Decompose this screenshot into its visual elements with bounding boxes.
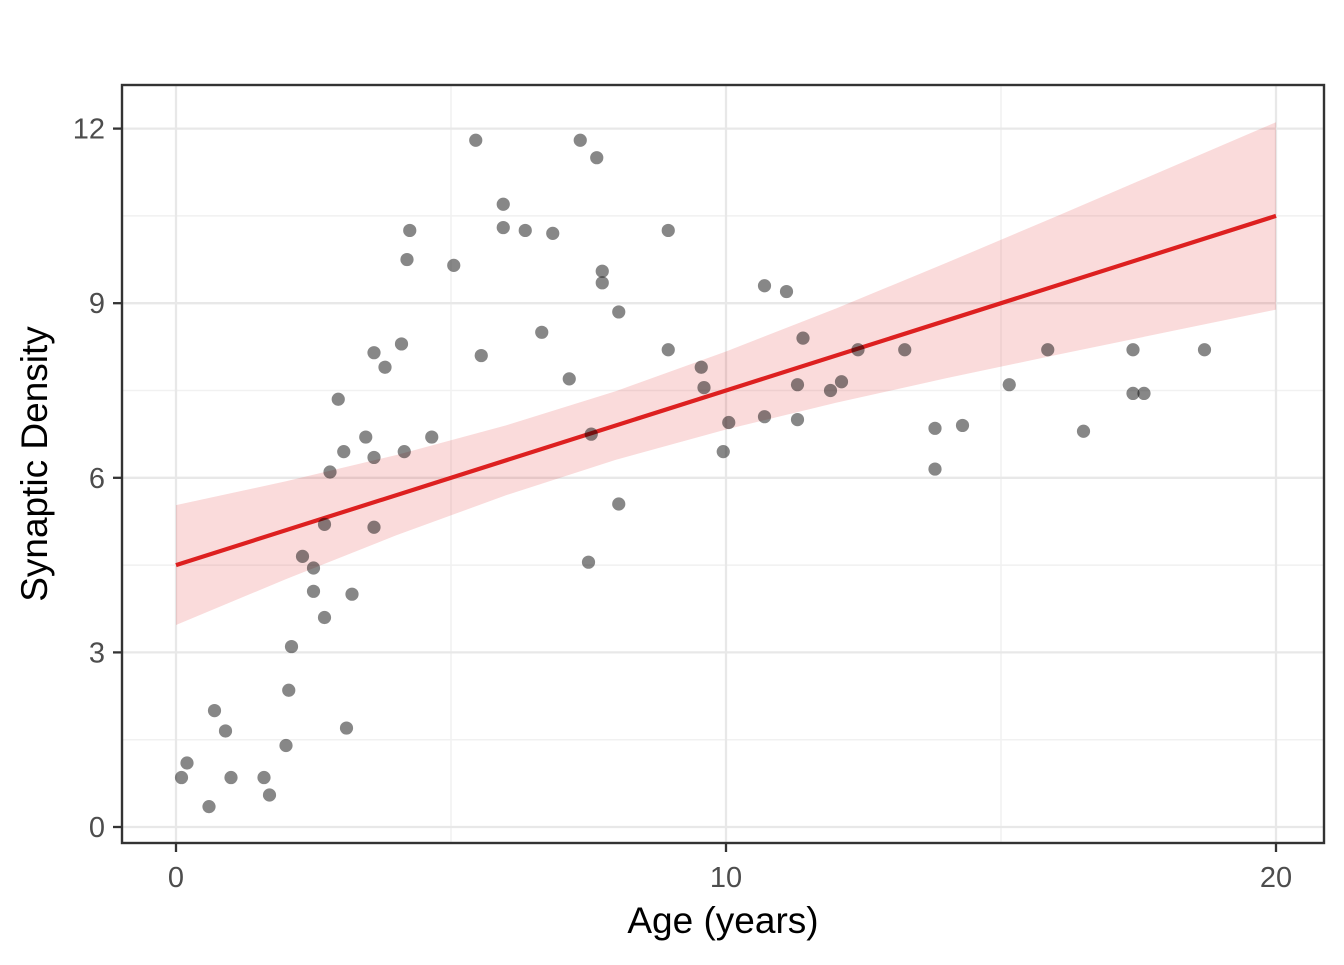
x-tick-label: 0	[168, 862, 184, 894]
y-tick-label: 0	[89, 812, 105, 844]
data-point	[1002, 378, 1016, 392]
data-point	[317, 610, 332, 625]
data-point	[295, 549, 310, 563]
data-point	[535, 325, 549, 339]
data-point	[581, 555, 596, 569]
data-point	[323, 465, 337, 479]
data-point	[284, 639, 299, 654]
grid-minor	[122, 85, 1324, 843]
data-point	[757, 410, 772, 424]
data-point	[337, 445, 351, 459]
data-point	[339, 721, 354, 735]
data-point	[262, 788, 277, 802]
data-point	[546, 226, 560, 240]
panel-background	[122, 85, 1324, 843]
data-point	[573, 133, 587, 147]
data-point	[397, 445, 411, 459]
data-point	[425, 430, 439, 444]
y-tick-label: 9	[89, 288, 105, 320]
grid-major	[122, 85, 1324, 843]
data-point	[367, 346, 381, 360]
data-point	[595, 276, 609, 290]
data-point	[496, 220, 510, 235]
confidence-band	[176, 122, 1276, 626]
data-point	[403, 223, 417, 238]
regression-line	[175, 213, 1277, 568]
data-point	[367, 450, 381, 465]
data-point	[595, 264, 609, 278]
data-point	[796, 331, 810, 345]
data-point	[928, 462, 942, 476]
data-point	[823, 383, 838, 398]
data-point	[279, 738, 293, 753]
data-point	[207, 704, 222, 718]
y-axis-title: Synaptic Density	[14, 326, 55, 602]
data-point	[218, 724, 233, 738]
data-point	[1076, 424, 1091, 438]
data-point	[447, 258, 461, 272]
data-point	[306, 561, 321, 575]
x-axis-title: Age (years)	[627, 900, 818, 941]
data-point	[898, 343, 912, 357]
data-point	[345, 587, 359, 601]
data-point	[697, 380, 711, 395]
panel-border	[120, 83, 1326, 845]
data-point	[1126, 386, 1140, 401]
data-point	[180, 756, 194, 770]
y-axis: 0 3 6 9 12	[73, 114, 122, 844]
data-point	[378, 360, 392, 374]
data-point	[306, 584, 321, 598]
data-point	[496, 197, 510, 211]
data-point	[202, 800, 216, 814]
data-point	[716, 445, 730, 459]
data-point	[400, 252, 414, 267]
y-tick-label: 3	[89, 637, 105, 669]
data-point	[790, 413, 805, 427]
data-point	[779, 284, 794, 299]
data-point	[612, 305, 626, 319]
data-point	[282, 683, 296, 697]
x-tick-label: 10	[710, 862, 742, 894]
x-axis: 0 10 20	[168, 843, 1292, 894]
data-point	[590, 151, 604, 165]
data-point	[518, 223, 532, 238]
data-point	[1137, 386, 1151, 401]
data-point	[790, 378, 805, 392]
data-point	[1197, 343, 1212, 357]
data-point	[928, 421, 942, 435]
data-point	[224, 770, 238, 785]
data-point	[394, 337, 409, 351]
data-point	[317, 517, 332, 531]
scatter-points	[174, 133, 1212, 814]
data-point	[661, 223, 675, 238]
data-point	[851, 343, 865, 357]
data-point	[174, 770, 189, 785]
data-point	[612, 497, 626, 511]
data-point	[694, 360, 708, 374]
data-point	[1126, 343, 1140, 357]
data-point	[955, 418, 970, 433]
data-point	[1041, 343, 1055, 357]
data-point	[661, 343, 675, 357]
data-point	[722, 415, 736, 430]
data-point	[562, 372, 576, 386]
y-tick-label: 6	[89, 463, 105, 495]
data-point	[469, 133, 483, 147]
data-point	[367, 520, 381, 534]
data-point	[331, 392, 345, 406]
data-point	[584, 427, 598, 441]
data-point	[474, 348, 488, 363]
data-point	[834, 375, 849, 389]
data-point	[359, 430, 373, 444]
data-point	[257, 770, 271, 785]
y-tick-label: 12	[73, 114, 105, 146]
x-tick-label: 20	[1260, 862, 1292, 894]
data-point	[757, 279, 772, 293]
